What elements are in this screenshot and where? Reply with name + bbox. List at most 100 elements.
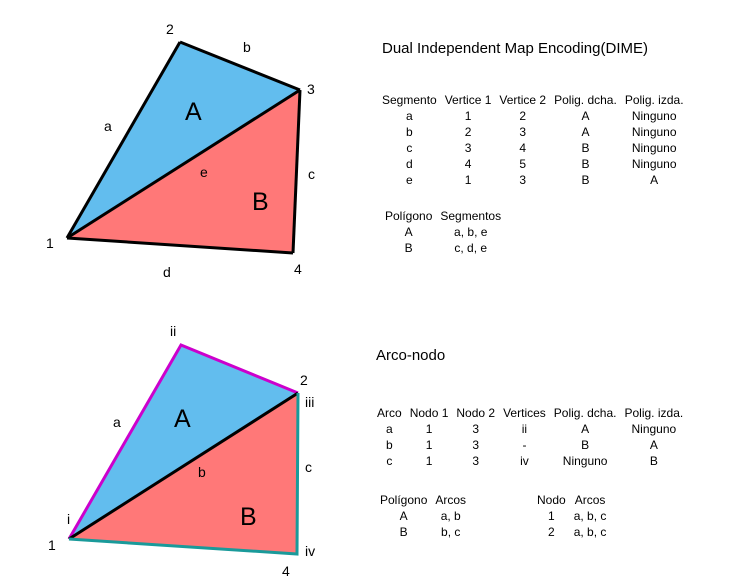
table-cell: - bbox=[522, 438, 527, 452]
arc-vertex-i: i bbox=[67, 511, 70, 527]
table-cell: a, b, c bbox=[573, 525, 607, 539]
table-cell: A bbox=[650, 173, 659, 187]
table-cell: Ninguno bbox=[631, 141, 677, 155]
dime-vertex-1: 1 bbox=[46, 235, 54, 251]
table-cell: c, d, e bbox=[454, 241, 488, 255]
arc-a-label: a bbox=[113, 414, 121, 430]
dime-segment-d bbox=[66, 236, 294, 255]
table-cell: 3 bbox=[519, 173, 527, 187]
table-row: b 1 3 - B A bbox=[373, 437, 687, 453]
arc-b-label: b bbox=[198, 464, 206, 480]
table-cell: 2 bbox=[548, 525, 555, 539]
table-row: e 1 3 B A bbox=[378, 172, 688, 188]
table-cell: Ninguno bbox=[631, 157, 677, 171]
column-header: Nodo bbox=[537, 493, 566, 507]
column-header: Vertices bbox=[503, 406, 546, 420]
node-table: Nodo Arcos 1 a, b, c 2 a, b, c bbox=[533, 492, 610, 540]
dime-vertex-3: 3 bbox=[307, 81, 315, 97]
table-cell: 3 bbox=[472, 438, 480, 452]
column-header: Polig. dcha. bbox=[554, 93, 617, 107]
column-header: Nodo 2 bbox=[456, 406, 496, 420]
table-row: a 1 2 A Ninguno bbox=[378, 108, 688, 124]
table-cell: A bbox=[581, 422, 590, 436]
dime-vertex-2: 2 bbox=[166, 21, 174, 37]
table-cell: Ninguno bbox=[562, 454, 608, 468]
table-cell: B bbox=[581, 438, 590, 452]
table-cell: B bbox=[581, 157, 590, 171]
table-cell: 2 bbox=[464, 125, 472, 139]
dime-segment-a bbox=[65, 41, 182, 239]
arc-vertex-iv: iv bbox=[305, 543, 315, 559]
dime-polygon-table: Polígono Segmentos A a, b, e B c, d, e bbox=[381, 208, 505, 256]
table-cell: 1 bbox=[425, 438, 433, 452]
dime-figure: 1 2 3 4 a b c d e A B bbox=[46, 21, 315, 280]
arc-polygon-b-label: B bbox=[240, 503, 257, 531]
dime-vertex-4: 4 bbox=[294, 261, 302, 277]
table-row: A a, b, e bbox=[381, 224, 505, 240]
table-cell: b bbox=[406, 125, 413, 139]
table-cell: 1 bbox=[425, 454, 433, 468]
column-header: Vertice 1 bbox=[444, 93, 492, 107]
dime-segment-b-label: b bbox=[243, 39, 251, 55]
table-cell: 3 bbox=[519, 125, 527, 139]
table-row: d 4 5 B Ninguno bbox=[378, 156, 688, 172]
arc-node-title: Arco-nodo bbox=[376, 347, 446, 364]
table-header-row: Segmento Vertice 1 Vertice 2 Polig. dcha… bbox=[378, 92, 688, 108]
arc-polygon-a-label: A bbox=[174, 405, 191, 433]
arc-table: Arco Nodo 1 Nodo 2 Vertices Polig. dcha.… bbox=[373, 405, 687, 469]
table-cell: A bbox=[581, 125, 590, 139]
dime-segment-a-label: a bbox=[104, 118, 112, 134]
table-cell: b bbox=[386, 438, 393, 452]
arc-b bbox=[68, 391, 299, 541]
table-header-row: Nodo Arcos bbox=[533, 492, 610, 508]
column-header: Vertice 2 bbox=[499, 93, 547, 107]
column-header: Arcos bbox=[435, 493, 467, 507]
dime-polygon-b bbox=[67, 90, 300, 253]
arc-node-1: 1 bbox=[48, 537, 56, 553]
column-header: Nodo 1 bbox=[409, 406, 449, 420]
table-row: 1 a, b, c bbox=[533, 508, 610, 524]
table-cell: 1 bbox=[464, 109, 472, 123]
table-cell: A bbox=[399, 509, 408, 523]
table-cell: B bbox=[399, 525, 408, 539]
column-header: Segmentos bbox=[440, 209, 502, 223]
table-row: b 2 3 A Ninguno bbox=[378, 124, 688, 140]
arc-vertex-ii: ii bbox=[170, 323, 176, 339]
table-header-row: Polígono Arcos bbox=[376, 492, 470, 508]
column-header: Arcos bbox=[574, 493, 606, 507]
column-header: Segmento bbox=[382, 93, 437, 107]
arc-polygon-a bbox=[69, 345, 298, 539]
table-cell: Ninguno bbox=[631, 109, 677, 123]
column-header: Polígono bbox=[385, 209, 433, 223]
dime-segment-c bbox=[291, 89, 302, 254]
arc-polygon-table: Polígono Arcos A a, b B b, c bbox=[376, 492, 470, 540]
table-cell: e bbox=[406, 173, 413, 187]
table-cell: 1 bbox=[425, 422, 433, 436]
column-header: Polig. dcha. bbox=[553, 406, 617, 420]
dime-polygon-b-label: B bbox=[252, 188, 269, 216]
table-row: 2 a, b, c bbox=[533, 524, 610, 540]
table-cell: a bbox=[406, 109, 413, 123]
column-header: Polígono bbox=[380, 493, 428, 507]
dime-segment-c-label: c bbox=[308, 166, 315, 182]
dime-segment-e-label: e bbox=[200, 164, 208, 180]
table-row: B c, d, e bbox=[381, 240, 505, 256]
table-cell: d bbox=[406, 157, 413, 171]
arc-a bbox=[67, 343, 299, 540]
column-header: Polig. izda. bbox=[624, 406, 684, 420]
table-row: A a, b bbox=[376, 508, 470, 524]
table-cell: a bbox=[386, 422, 393, 436]
table-cell: a, b bbox=[440, 509, 461, 523]
table-cell: A bbox=[581, 109, 590, 123]
table-cell: A bbox=[404, 225, 413, 239]
dime-segment-b bbox=[179, 40, 301, 92]
table-header-row: Polígono Segmentos bbox=[381, 208, 505, 224]
table-cell: Ninguno bbox=[631, 422, 677, 436]
table-cell: 2 bbox=[519, 109, 527, 123]
table-cell: A bbox=[649, 438, 658, 452]
dime-polygon-a bbox=[67, 42, 300, 238]
dime-segment-e bbox=[66, 88, 301, 240]
column-header: Polig. izda. bbox=[624, 93, 684, 107]
dime-polygon-a-label: A bbox=[185, 98, 202, 126]
